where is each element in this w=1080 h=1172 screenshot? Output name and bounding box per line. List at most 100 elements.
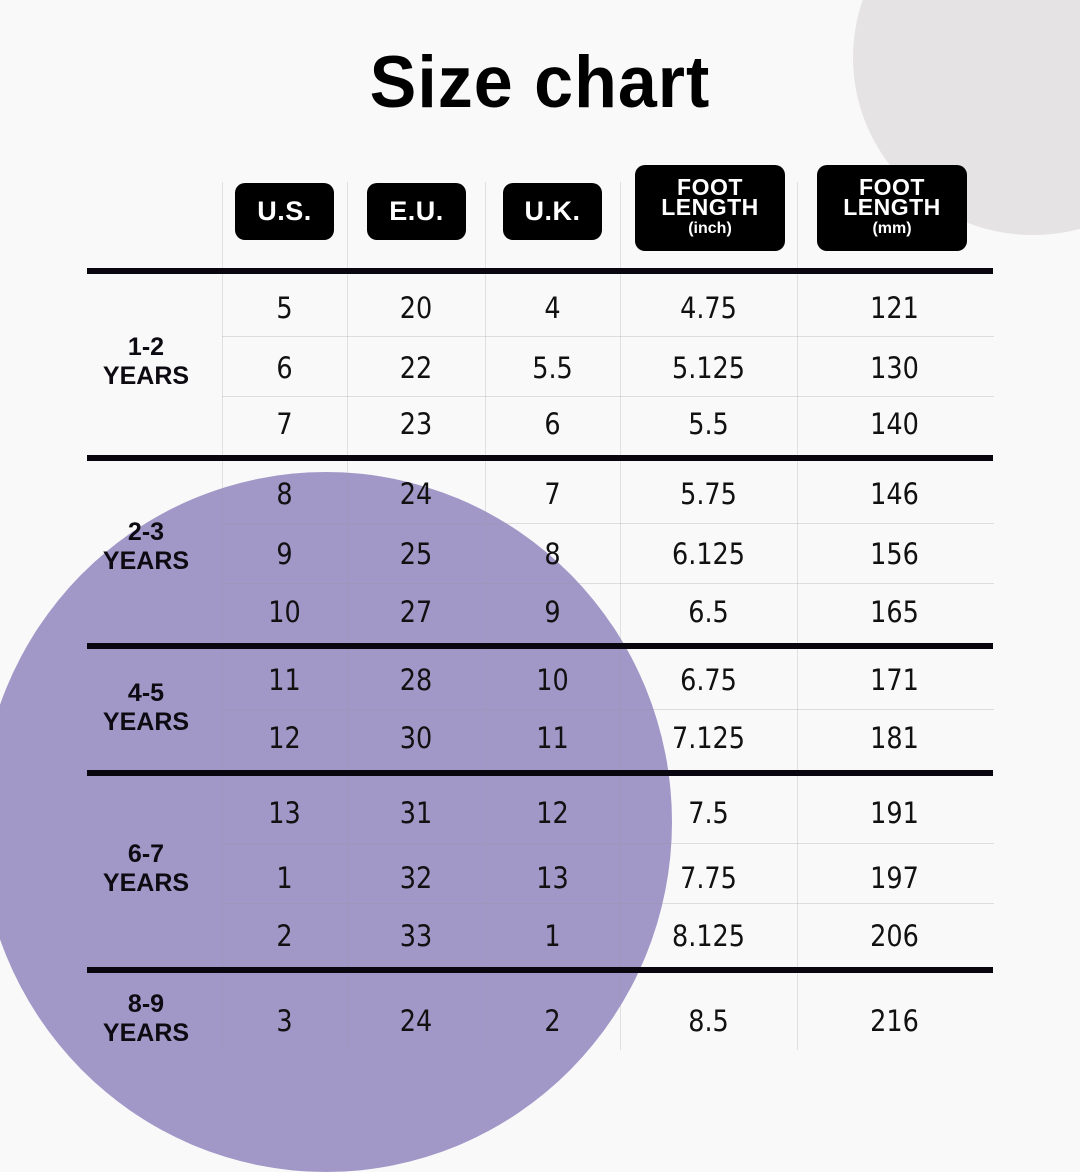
- cell-us: 3: [276, 1004, 293, 1038]
- header-eu: E.U.: [367, 183, 466, 240]
- row-separator: [222, 709, 994, 710]
- cell-us: 12: [268, 721, 301, 755]
- cell-eu: 27: [399, 595, 433, 629]
- cell-mm: 171: [870, 663, 919, 697]
- cell-uk: 4: [544, 291, 561, 325]
- group-separator: [87, 643, 993, 649]
- decorative-purple-circle: [0, 472, 672, 1172]
- cell-eu: 24: [399, 1004, 433, 1038]
- age-range: 2-3: [127, 518, 165, 546]
- cell-us: 10: [268, 595, 301, 629]
- cell-eu: 23: [399, 407, 433, 441]
- header-foot-length-inch: FOOT LENGTH (inch): [635, 165, 785, 251]
- group-separator: [87, 268, 993, 274]
- cell-mm: 165: [870, 595, 919, 629]
- group-separator: [87, 455, 993, 461]
- header-length-label: LENGTH: [661, 194, 759, 220]
- row-separator: [222, 396, 994, 397]
- header-eu-label: E.U.: [389, 196, 444, 226]
- cell-inch: 8.5: [688, 1004, 729, 1038]
- cell-us: 1: [276, 861, 293, 895]
- header-foot-label: FOOT: [677, 174, 743, 200]
- cell-uk: 7: [544, 477, 561, 511]
- cell-uk: 10: [536, 663, 569, 697]
- cell-mm: 156: [870, 537, 919, 571]
- age-unit: YEARS: [102, 362, 190, 390]
- cell-us: 6: [276, 351, 293, 385]
- cell-uk: 12: [536, 796, 569, 830]
- age-unit: YEARS: [102, 1019, 190, 1047]
- row-separator: [222, 336, 994, 337]
- cell-mm: 140: [870, 407, 919, 441]
- column-divider: [797, 182, 798, 1050]
- cell-uk: 9: [544, 595, 561, 629]
- age-unit: YEARS: [102, 869, 190, 897]
- age-unit: YEARS: [102, 547, 190, 575]
- cell-us: 8: [276, 477, 293, 511]
- cell-uk: 11: [536, 721, 569, 755]
- cell-mm: 197: [870, 861, 919, 895]
- group-separator: [87, 967, 993, 973]
- cell-mm: 181: [870, 721, 919, 755]
- header-uk: U.K.: [503, 183, 602, 240]
- cell-inch: 7.75: [680, 861, 737, 895]
- cell-eu: 31: [399, 796, 433, 830]
- row-separator: [222, 583, 994, 584]
- cell-eu: 25: [399, 537, 433, 571]
- cell-eu: 24: [399, 477, 433, 511]
- cell-inch: 6.125: [671, 537, 746, 571]
- header-us: U.S.: [235, 183, 334, 240]
- cell-inch: 5.5: [688, 407, 729, 441]
- row-separator: [222, 523, 994, 524]
- cell-uk: 6: [544, 407, 561, 441]
- cell-inch: 6.5: [688, 595, 729, 629]
- cell-eu: 30: [399, 721, 433, 755]
- group-separator: [87, 770, 993, 776]
- cell-uk: 13: [536, 861, 569, 895]
- age-group-label: 4-5 YEARS: [87, 679, 205, 737]
- age-group-label: 6-7 YEARS: [87, 840, 205, 898]
- column-divider: [222, 182, 223, 1050]
- cell-eu: 33: [399, 919, 433, 953]
- cell-mm: 121: [870, 291, 919, 325]
- row-separator: [222, 903, 994, 904]
- cell-inch: 8.125: [671, 919, 746, 953]
- header-length-label: LENGTH: [843, 194, 941, 220]
- cell-uk: 8: [544, 537, 561, 571]
- age-group-label: 1-2 YEARS: [87, 333, 205, 391]
- age-range: 4-5: [127, 679, 165, 707]
- cell-mm: 146: [870, 477, 919, 511]
- header-foot-label: FOOT: [859, 174, 925, 200]
- cell-mm: 206: [870, 919, 919, 953]
- cell-uk: 5.5: [532, 351, 573, 385]
- cell-uk: 2: [544, 1004, 561, 1038]
- cell-us: 13: [268, 796, 301, 830]
- cell-us: 9: [276, 537, 293, 571]
- column-divider: [347, 182, 348, 1050]
- cell-inch: 5.125: [671, 351, 746, 385]
- cell-inch: 4.75: [680, 291, 737, 325]
- header-unit-inch: (inch): [688, 220, 732, 237]
- age-unit: YEARS: [102, 708, 190, 736]
- column-divider: [485, 182, 486, 1050]
- header-uk-label: U.K.: [524, 196, 581, 226]
- cell-inch: 5.75: [680, 477, 737, 511]
- age-range: 6-7: [127, 840, 165, 868]
- cell-inch: 7.5: [688, 796, 729, 830]
- cell-mm: 191: [870, 796, 919, 830]
- row-separator: [222, 843, 994, 844]
- age-range: 1-2: [127, 333, 165, 361]
- header-foot-length-mm: FOOT LENGTH (mm): [817, 165, 967, 251]
- header-unit-mm: (mm): [872, 220, 912, 237]
- cell-us: 2: [276, 919, 293, 953]
- cell-us: 5: [276, 291, 293, 325]
- cell-inch: 7.125: [671, 721, 746, 755]
- cell-mm: 130: [870, 351, 919, 385]
- age-range: 8-9: [127, 990, 165, 1018]
- cell-inch: 6.75: [680, 663, 737, 697]
- age-group-label: 8-9 YEARS: [87, 990, 205, 1048]
- age-group-label: 2-3 YEARS: [87, 518, 205, 576]
- page-title: Size chart: [369, 41, 711, 123]
- cell-eu: 32: [399, 861, 433, 895]
- header-us-label: U.S.: [257, 196, 312, 226]
